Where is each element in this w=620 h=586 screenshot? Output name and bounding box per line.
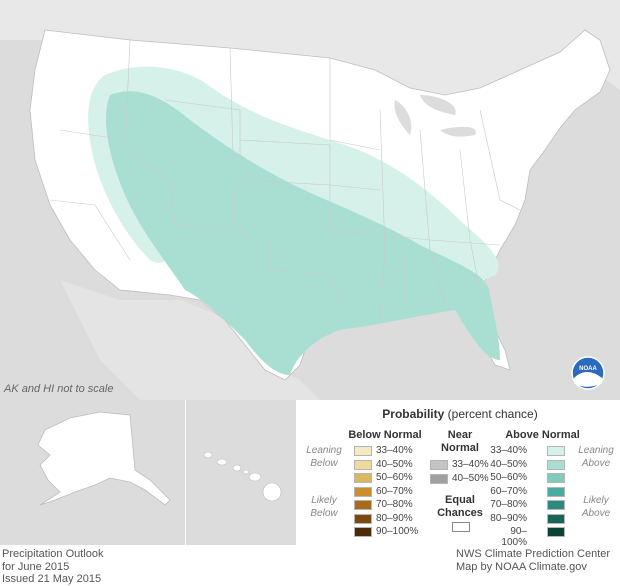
leaning-above-line-2: Above	[581, 458, 611, 469]
below-normal-header: Below Normal	[348, 429, 422, 441]
below-normal-swatch-label: 60–70%	[376, 485, 413, 497]
above-normal-swatch-label: 60–70%	[490, 485, 527, 497]
lake-huron	[420, 95, 456, 115]
likely-above-line-1: Likely	[583, 495, 609, 506]
below-normal-swatch-label: 33–40%	[376, 445, 413, 456]
above-normal-swatch	[547, 500, 565, 510]
leaning-below-line-2: Below	[310, 458, 338, 469]
above-normal-swatch	[547, 527, 565, 537]
credit-line-1: NWS Climate Prediction Center	[456, 548, 611, 560]
above-normal-swatch-label: 70–80%	[490, 499, 527, 510]
leaning-above-label: Leaning Above	[574, 444, 618, 470]
near-normal-header-2: Normal	[441, 442, 479, 454]
above-normal-swatch-label: 90–100%	[501, 526, 527, 548]
below-normal-swatch	[354, 486, 372, 497]
leaning-above-line-1: Leaning	[578, 445, 614, 456]
alaska-shape	[37, 411, 171, 506]
below-normal-swatch-label: 50–60%	[376, 472, 413, 483]
above-normal-swatch	[547, 473, 565, 483]
likely-below-line-2: Below	[310, 508, 338, 519]
likely-below-label: Likely Below	[300, 494, 348, 520]
above-normal-swatch	[547, 446, 565, 456]
issue-date: Issued 21 May 2015	[2, 573, 102, 585]
below-normal-swatch	[354, 459, 372, 470]
scale-note: AK and HI not to scale	[4, 383, 114, 395]
leaning-below-label: Leaning Below	[300, 444, 348, 470]
legend-title-bold: Probability	[382, 407, 445, 421]
noaa-logo-text: NOAA	[579, 366, 597, 372]
outlook-title: Precipitation Outlook	[2, 548, 104, 560]
below-normal-swatch	[354, 446, 372, 456]
equal-chances-header-2: Chances	[437, 507, 483, 519]
likely-above-label: Likely Above	[574, 494, 618, 520]
near-normal-swatch-label: 40–50%	[452, 472, 489, 484]
above-normal-swatch-label: 50–60%	[490, 472, 527, 483]
above-likely-zone	[105, 91, 500, 375]
above-normal-swatch-label: 40–50%	[490, 458, 527, 470]
state-borders	[49, 39, 521, 321]
equal-chances-swatch	[452, 522, 470, 532]
near-normal-swatch-label: 33–40%	[452, 459, 489, 470]
above-normal-header: Above Normal	[505, 429, 580, 441]
canada-land	[0, 0, 620, 110]
likely-above-line-2: Above	[581, 508, 611, 519]
near-normal-swatch	[430, 473, 448, 484]
below-normal-swatch-label: 80–90%	[376, 512, 413, 524]
hawaii-inset	[186, 400, 296, 545]
legend-title-rest: (percent chance)	[447, 407, 538, 421]
legend-title: Probability (percent chance)	[300, 407, 620, 421]
legend-panel	[296, 400, 620, 545]
leaning-below-line-1: Leaning	[306, 445, 342, 456]
near-normal-swatch	[430, 460, 448, 470]
below-normal-swatch-label: 70–80%	[376, 499, 413, 510]
credit-line-2: Map by NOAA Climate.gov	[456, 560, 587, 573]
above-normal-swatch	[547, 513, 565, 524]
above-normal-swatch-label: 80–90%	[490, 512, 527, 524]
outlook-period: for June 2015	[2, 560, 70, 573]
mexico-land	[60, 280, 320, 400]
below-normal-swatch	[354, 513, 372, 524]
below-normal-swatch-label: 40–50%	[376, 458, 413, 470]
footer-right: NWS Climate Prediction Center Map by NOA…	[456, 548, 616, 573]
below-normal-swatch-label: 90–100%	[376, 526, 419, 537]
lake-erie	[440, 126, 476, 137]
above-normal-swatch	[547, 459, 565, 470]
below-normal-swatch	[354, 473, 372, 483]
hawaii-islands	[203, 451, 282, 502]
near-normal-header-1: Near	[447, 429, 473, 441]
below-normal-swatch	[354, 500, 372, 510]
below-normal-swatch	[354, 527, 372, 537]
above-normal-swatch-label: 33–40%	[490, 445, 527, 456]
likely-below-line-1: Likely	[311, 495, 337, 506]
equal-chances-header-1: Equal	[445, 494, 475, 506]
noaa-logo-icon: NOAA	[571, 356, 605, 390]
footer-left: Precipitation Outlook for June 2015 Issu…	[2, 548, 104, 586]
lake-michigan	[394, 100, 412, 135]
above-normal-swatch	[547, 486, 565, 497]
